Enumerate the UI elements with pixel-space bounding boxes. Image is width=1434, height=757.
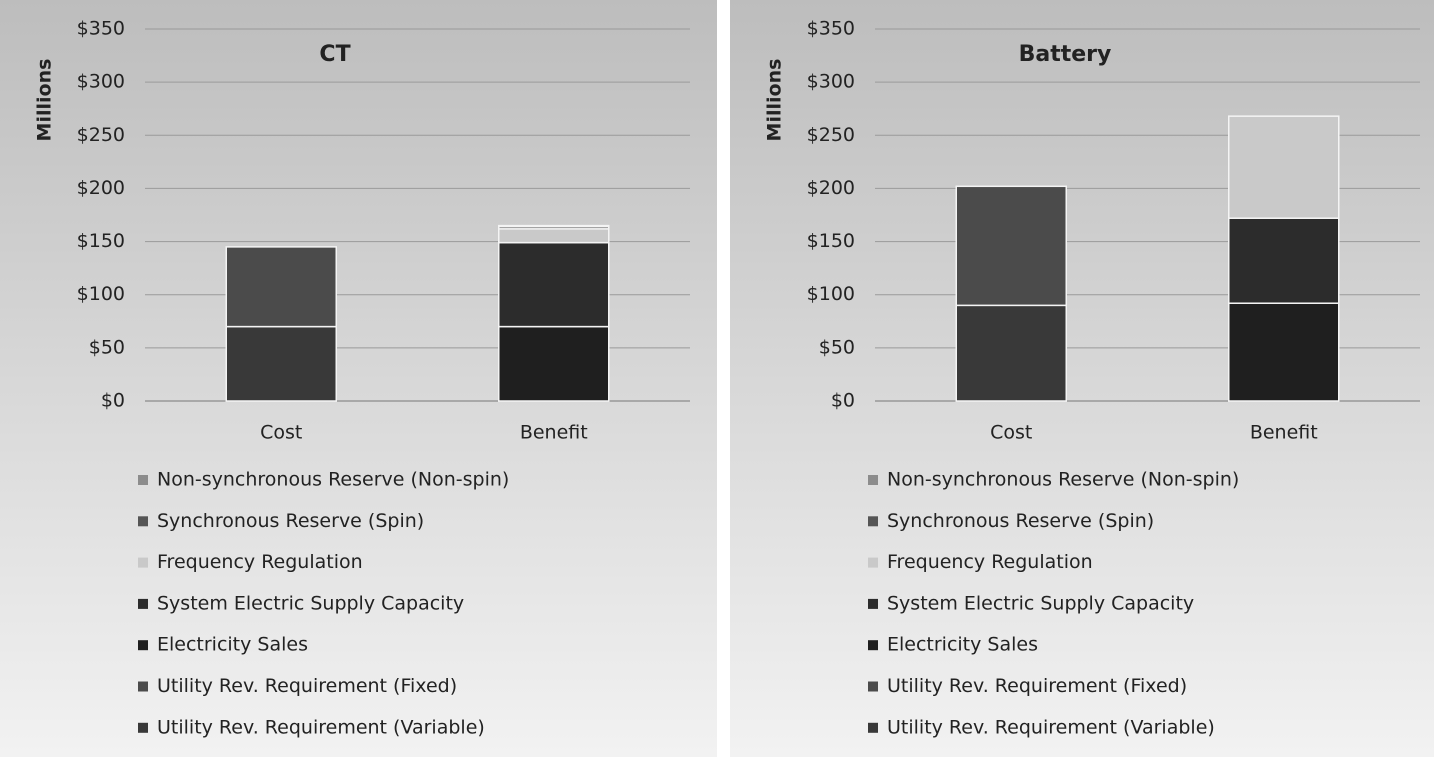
legend-label: Electricity Sales (157, 634, 308, 656)
y-tick-label: $250 (807, 124, 855, 146)
chart-title: Battery (1019, 42, 1112, 67)
x-tick-label: Cost (990, 422, 1032, 444)
y-tick-label: $0 (101, 390, 125, 412)
y-tick-label: $100 (807, 283, 855, 305)
y-tick-label: $0 (831, 390, 855, 412)
legend-swatch (868, 722, 878, 733)
legend-swatch (868, 681, 878, 692)
legend-swatch (868, 598, 878, 609)
y-tick-label: $150 (77, 230, 125, 252)
legend-swatch (868, 557, 878, 568)
legend-label: Utility Rev. Requirement (Fixed) (157, 675, 457, 697)
x-tick-label: Benefit (1250, 422, 1318, 444)
bar-segment (1228, 302, 1340, 402)
bar-segment (955, 304, 1067, 402)
legend-label: Synchronous Reserve (Spin) (887, 510, 1154, 532)
y-tick-label: $350 (807, 18, 855, 40)
legend-label: Utility Rev. Requirement (Variable) (887, 716, 1215, 738)
legend-swatch (138, 681, 148, 692)
x-tick-label: Cost (260, 422, 302, 444)
y-tick-label: $200 (807, 177, 855, 199)
legend-label: System Electric Supply Capacity (887, 592, 1194, 614)
bar-segment (955, 185, 1067, 307)
legend-swatch (138, 557, 148, 568)
y-axis-label: Millions (34, 59, 56, 142)
legend-swatch (868, 516, 878, 527)
legend-swatch (138, 722, 148, 733)
legend-label: Electricity Sales (887, 634, 1038, 656)
y-tick-label: $100 (77, 283, 125, 305)
legend-swatch (138, 598, 148, 609)
bar-segment (1228, 115, 1340, 219)
legend-label: Non-synchronous Reserve (Non-spin) (887, 469, 1239, 491)
legend-swatch (868, 475, 878, 485)
legend-swatch (868, 640, 878, 651)
y-tick-label: $300 (77, 71, 125, 93)
y-tick-label: $300 (807, 71, 855, 93)
bar-segment (498, 228, 610, 244)
legend-swatch (138, 475, 148, 485)
legend-label: Frequency Regulation (887, 551, 1093, 573)
legend-label: Utility Rev. Requirement (Variable) (157, 716, 485, 738)
legend-label: System Electric Supply Capacity (157, 592, 464, 614)
y-tick-label: $350 (77, 18, 125, 40)
bar-segment (498, 325, 610, 402)
y-tick-label: $150 (807, 230, 855, 252)
bar-segment (498, 241, 610, 328)
y-tick-label: $50 (89, 336, 125, 358)
y-axis-label: Millions (764, 59, 786, 142)
bar-segment (498, 224, 610, 228)
y-tick-label: $50 (819, 336, 855, 358)
legend-swatch (138, 640, 148, 651)
legend-label: Non-synchronous Reserve (Non-spin) (157, 469, 509, 491)
bar-segment (225, 325, 337, 402)
legend-label: Utility Rev. Requirement (Fixed) (887, 675, 1187, 697)
legend-label: Synchronous Reserve (Spin) (157, 510, 424, 532)
x-tick-label: Benefit (520, 422, 588, 444)
bar-segment (225, 246, 337, 328)
legend-swatch (138, 516, 148, 527)
chart-title: CT (319, 42, 350, 67)
bar-segment (1228, 217, 1340, 304)
y-tick-label: $200 (77, 177, 125, 199)
y-tick-label: $250 (77, 124, 125, 146)
legend-label: Frequency Regulation (157, 551, 363, 573)
